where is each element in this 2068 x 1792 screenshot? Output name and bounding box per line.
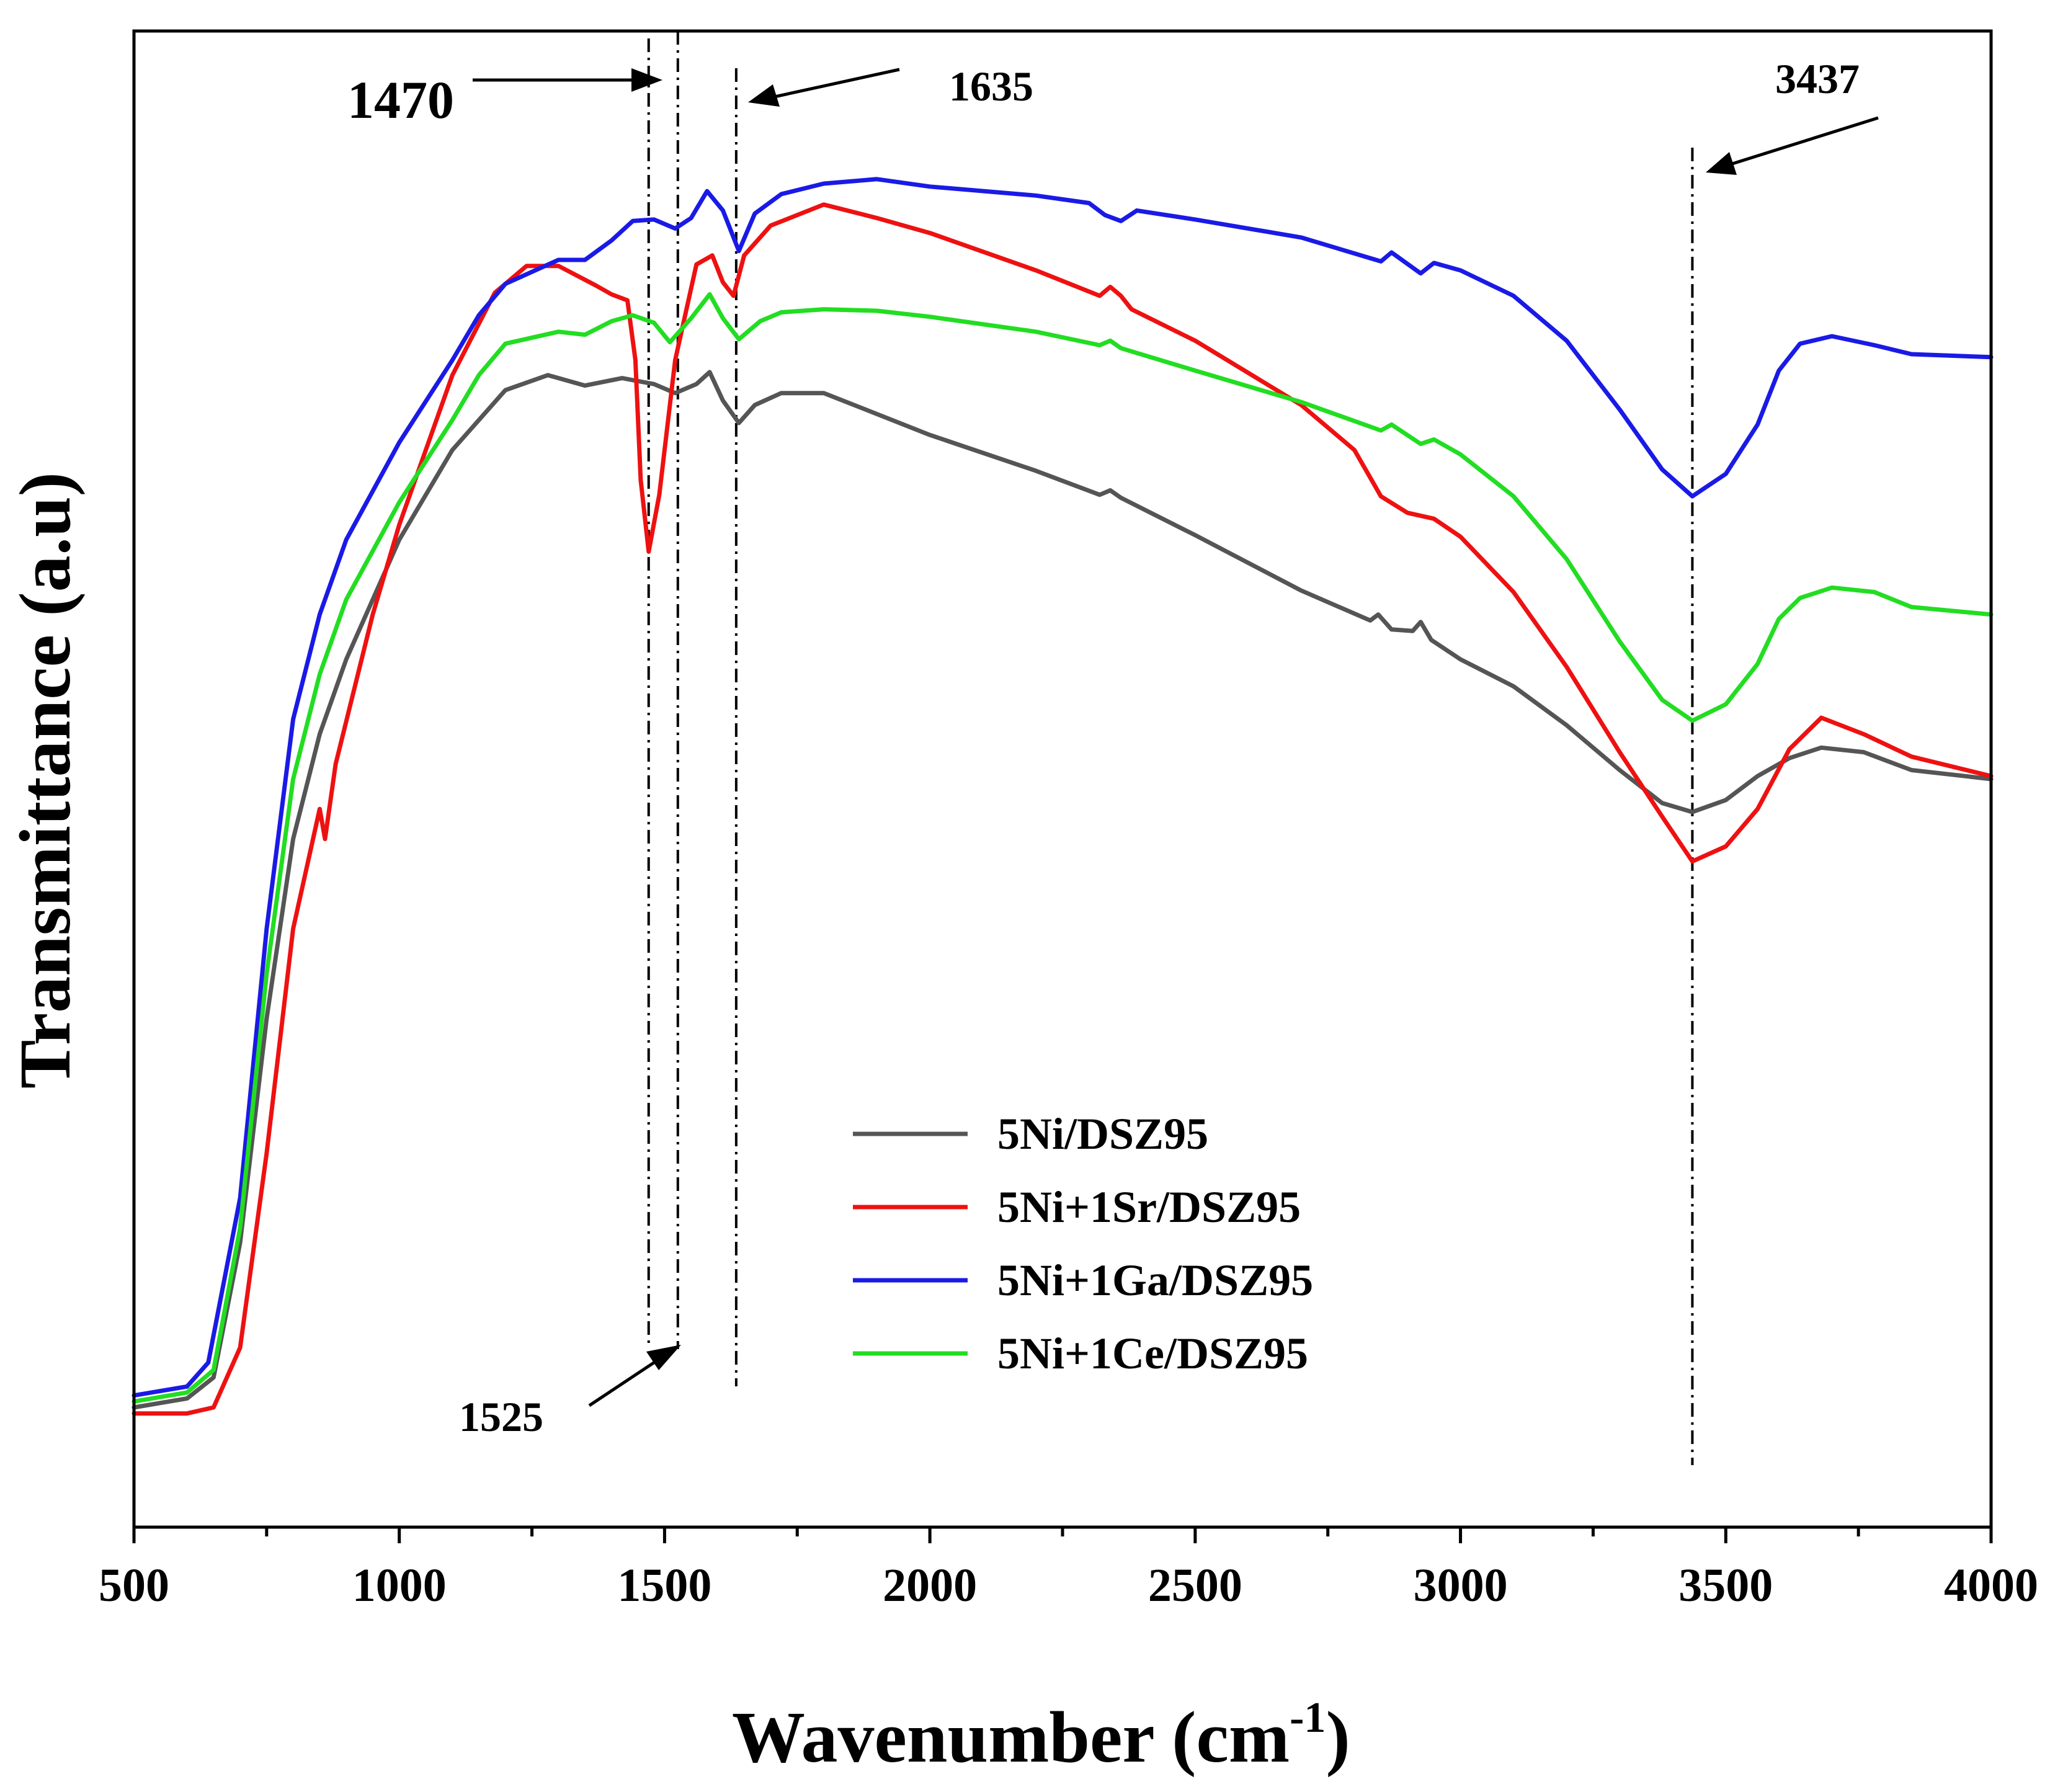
annotation-arrow-1635	[765, 68, 900, 100]
legend-label-5ni-1ce: 5Ni+1Ce/DSZ95	[997, 1329, 1308, 1378]
x-axis-title: Wavenumber (cm-1)	[732, 1694, 1350, 1778]
annotation-1635: 1635	[949, 63, 1033, 110]
x-tick-label: 2500	[1148, 1559, 1242, 1611]
x-tick-label: 3000	[1414, 1559, 1508, 1611]
annotation-arrowhead-3437	[1706, 152, 1737, 175]
annotation-1470: 1470	[347, 70, 454, 130]
annotation-arrow-1525	[588, 1353, 666, 1407]
x-tick-label: 2000	[883, 1559, 977, 1611]
annotation-arrowhead-1635	[748, 84, 780, 107]
legend-label-5ni-1ga: 5Ni+1Ga/DSZ95	[997, 1255, 1313, 1305]
x-axis-title-close: )	[1326, 1696, 1350, 1778]
annotation-arrow-3437	[1724, 116, 1879, 168]
series-line-1	[131, 202, 1994, 1416]
x-axis-tick-labels: 500 1000 1500 2000 2500 3000 3500 4000	[99, 1559, 2038, 1611]
y-axis-title: Transmittance (a.u)	[4, 472, 86, 1089]
reference-lines	[647, 31, 1694, 1465]
series-line-2	[131, 177, 1994, 1398]
x-tick-label: 3500	[1678, 1559, 1773, 1611]
annotation-arrowhead-1525	[646, 1345, 681, 1370]
x-tick-label: 1500	[617, 1559, 711, 1611]
series-group	[131, 177, 1994, 1416]
x-axis-title-main: Wavenumber (cm	[732, 1696, 1290, 1778]
x-axis-ticks	[132, 1527, 1993, 1543]
legend-label-5ni-1sr: 5Ni+1Sr/DSZ95	[997, 1182, 1301, 1232]
x-tick-label: 4000	[1944, 1559, 2038, 1611]
series-line-0	[131, 370, 1994, 1410]
legend: 5Ni/DSZ95 5Ni+1Sr/DSZ95 5Ni+1Ga/DSZ95 5N…	[853, 1109, 1313, 1378]
x-tick-label: 500	[99, 1559, 169, 1611]
series-line-3	[131, 292, 1994, 1404]
x-tick-label: 1000	[352, 1559, 447, 1611]
annotation-1525: 1525	[459, 1393, 543, 1440]
x-axis-title-superscript: -1	[1290, 1694, 1326, 1742]
legend-label-5ni: 5Ni/DSZ95	[997, 1109, 1208, 1159]
annotation-arrowhead-1470	[631, 68, 662, 92]
annotation-3437: 3437	[1775, 55, 1860, 102]
